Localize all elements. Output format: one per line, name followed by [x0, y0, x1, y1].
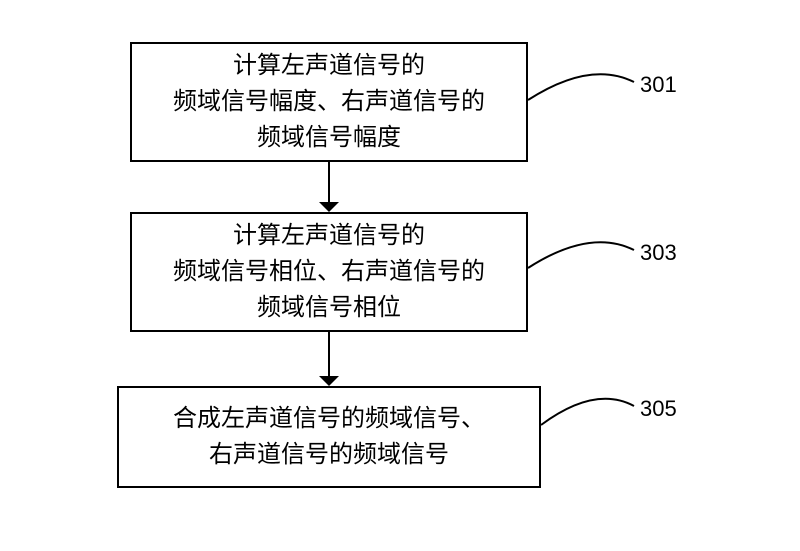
flow-box-3-line1: 合成左声道信号的频域信号、: [173, 401, 485, 437]
flow-label-1: 301: [640, 72, 677, 98]
flow-label-2: 303: [640, 240, 677, 266]
flow-box-2-line1: 计算左声道信号的: [233, 218, 425, 254]
flow-box-3-line2: 右声道信号的频域信号: [209, 437, 449, 473]
flow-arrow-1: [328, 162, 330, 202]
connector-1: [523, 55, 639, 105]
flow-box-1-line1: 计算左声道信号的: [233, 48, 425, 84]
flowchart-diagram: 计算左声道信号的 频域信号幅度、右声道信号的 频域信号幅度 301 计算左声道信…: [0, 0, 800, 551]
flow-box-2-line2: 频域信号相位、右声道信号的: [173, 254, 485, 290]
connector-2: [523, 223, 639, 273]
flow-box-2: 计算左声道信号的 频域信号相位、右声道信号的 频域信号相位: [130, 212, 528, 332]
flow-box-1-line2: 频域信号幅度、右声道信号的: [173, 84, 485, 120]
flow-arrow-head-2: [319, 376, 339, 386]
flow-arrow-head-1: [319, 202, 339, 212]
flow-label-3: 305: [640, 396, 677, 422]
flow-arrow-2: [328, 332, 330, 376]
flow-box-1-line3: 频域信号幅度: [257, 120, 401, 156]
flow-box-1: 计算左声道信号的 频域信号幅度、右声道信号的 频域信号幅度: [130, 42, 528, 162]
flow-box-3: 合成左声道信号的频域信号、 右声道信号的频域信号: [117, 386, 541, 488]
flow-box-2-line3: 频域信号相位: [257, 290, 401, 326]
connector-3: [536, 380, 639, 430]
